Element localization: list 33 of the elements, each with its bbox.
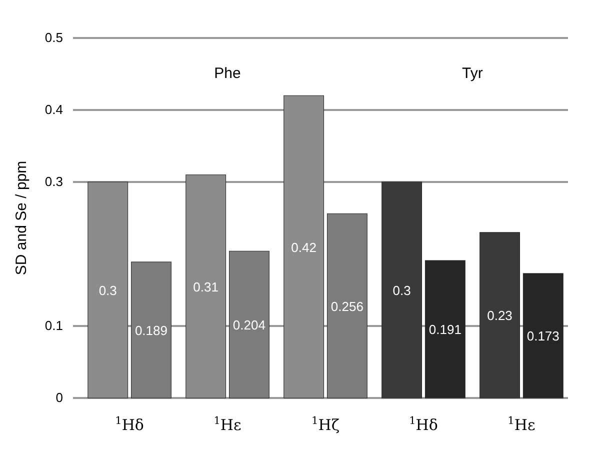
y-tick-label: 0.5 xyxy=(44,30,63,45)
y-tick-label: 0 xyxy=(56,390,63,405)
data-label: 0.31 xyxy=(193,279,218,294)
annotation: Tyr xyxy=(462,65,483,82)
bar xyxy=(326,213,368,398)
data-label: 0.189 xyxy=(134,322,168,338)
bar xyxy=(480,232,520,398)
x-tick-label: $^{1}$Hε xyxy=(214,415,242,434)
bar xyxy=(284,95,324,398)
y-tick-label: 0.1 xyxy=(44,318,63,333)
x-tick-label: $^{1}$Hζ xyxy=(312,415,340,434)
y-tick-label: 0.4 xyxy=(44,102,63,117)
data-label: 0.191 xyxy=(428,322,462,338)
bar xyxy=(424,260,466,398)
bar xyxy=(131,262,172,398)
bar xyxy=(382,182,422,398)
data-label: 0.3 xyxy=(392,283,411,298)
data-label: 0.204 xyxy=(232,318,266,333)
annotation: Phe xyxy=(214,65,241,82)
data-label: 0.3 xyxy=(98,283,117,298)
data-label: 0.42 xyxy=(291,240,316,255)
bar xyxy=(522,273,564,398)
x-tick-label: $^{1}$Hδ xyxy=(115,415,144,434)
data-label: 0.23 xyxy=(487,308,512,324)
data-label: 0.256 xyxy=(330,298,364,314)
y-tick-label: 0.3 xyxy=(44,174,63,189)
y-axis-title: SD and Se / ppm xyxy=(13,160,30,276)
x-tick-label: $^{1}$Hδ xyxy=(409,415,438,434)
bar xyxy=(186,174,226,398)
x-tick-label: $^{1}$Hε xyxy=(508,415,536,434)
bar xyxy=(229,250,270,398)
data-label: 0.173 xyxy=(526,328,560,344)
bar xyxy=(88,182,128,398)
